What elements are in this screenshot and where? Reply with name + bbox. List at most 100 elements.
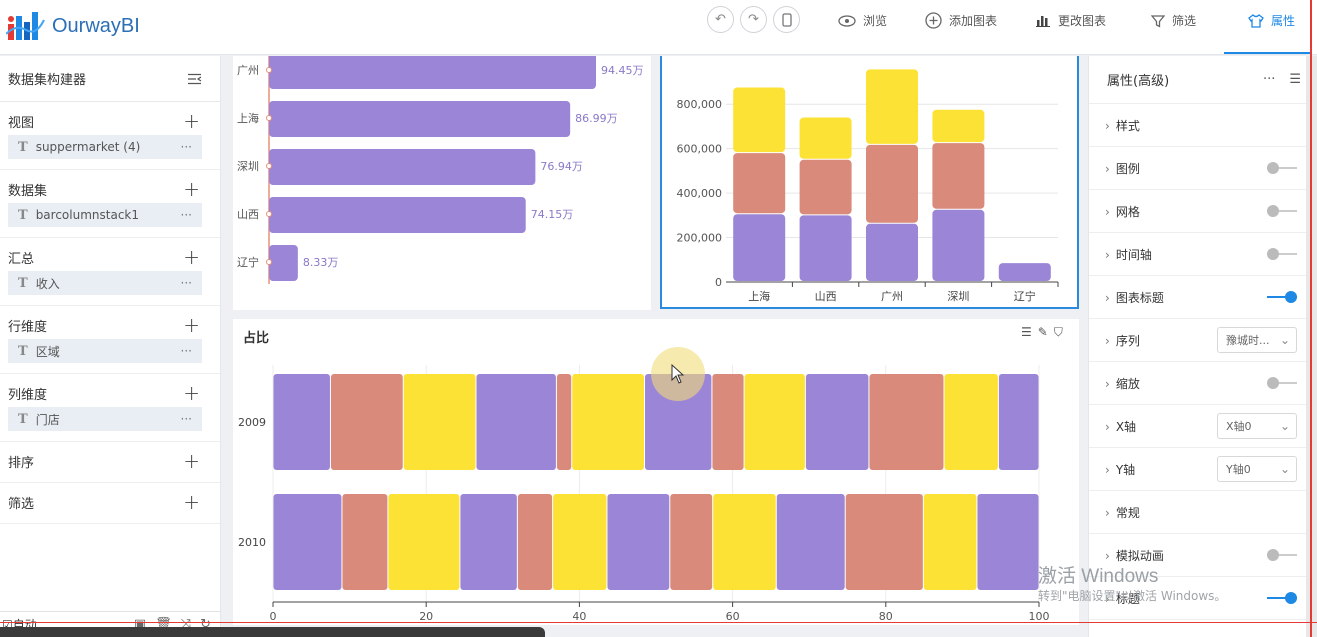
property-label: 常规 <box>1105 504 1140 521</box>
properties-tab[interactable]: 属性 <box>1248 12 1295 29</box>
percent-segment <box>713 494 776 590</box>
add-icon[interactable]: + <box>183 490 200 514</box>
filter-button[interactable]: 筛选 <box>1151 12 1196 29</box>
property-toggle[interactable] <box>1267 377 1297 389</box>
builder-section: 列维度 + T 门店 ··· <box>0 374 220 442</box>
y-tick-label: 200,000 <box>677 232 723 245</box>
bar-chart-card[interactable]: 广州 94.45万 上海 86.99万 深圳 76.94万 山西 74.15万 辽宁 8.33万 <box>233 53 651 310</box>
property-row[interactable]: 序列 豫城时... <box>1089 319 1307 362</box>
add-icon[interactable]: + <box>183 109 200 133</box>
property-toggle[interactable] <box>1267 162 1297 174</box>
section-header: 行维度 + <box>0 306 220 336</box>
property-row[interactable]: 模拟动画 <box>1089 534 1307 577</box>
undo-button[interactable]: ↶ <box>707 6 734 33</box>
property-toggle[interactable] <box>1267 205 1297 217</box>
add-chart-button[interactable]: 添加图表 <box>925 12 997 29</box>
filter-icon[interactable]: ⛉ <box>1053 325 1063 339</box>
app-logo[interactable]: OurwayBI <box>6 10 140 42</box>
more-icon[interactable]: ··· <box>1262 72 1276 87</box>
property-row[interactable]: 图表标题 <box>1089 276 1307 319</box>
property-select[interactable]: 豫城时... <box>1217 327 1297 353</box>
select-value: X轴0 <box>1226 420 1252 433</box>
section-label: 列维度 <box>8 387 48 403</box>
text-type-icon: T <box>18 343 28 359</box>
shuffle-icon[interactable]: ⤨ <box>180 617 192 632</box>
field-pill[interactable]: T 门店 ··· <box>8 407 202 431</box>
chevron-down-icon <box>1280 333 1290 347</box>
properties-header: 属性(高级) ··· ☰ <box>1089 56 1317 104</box>
stack-segment <box>932 209 985 281</box>
property-row[interactable]: Y轴 Y轴0 <box>1089 448 1307 491</box>
x-tick-label: 20 <box>419 610 433 623</box>
property-toggle[interactable] <box>1267 549 1297 561</box>
refresh-icon[interactable]: ↻ <box>200 617 211 632</box>
y-tick-label: 800,000 <box>677 98 723 111</box>
property-row[interactable]: X轴 X轴0 <box>1089 405 1307 448</box>
category-label: 辽宁 <box>237 255 259 269</box>
builder-section: 行维度 + T 区域 ··· <box>0 306 220 374</box>
property-row[interactable]: 缩放 <box>1089 362 1307 405</box>
field-pill[interactable]: T 收入 ··· <box>8 271 202 295</box>
more-icon[interactable]: ··· <box>180 412 192 426</box>
collapse-icon[interactable]: ☰ <box>1289 72 1301 87</box>
change-chart-button[interactable]: 更改图表 <box>1036 12 1106 29</box>
x-tick-label: 深圳 <box>947 290 969 303</box>
builder-section: 汇总 + T 收入 ··· <box>0 238 220 306</box>
percent-segment <box>744 374 805 470</box>
property-label: 图例 <box>1105 160 1140 177</box>
more-icon[interactable]: ··· <box>180 208 192 222</box>
property-select[interactable]: Y轴0 <box>1217 456 1297 482</box>
stacked-column-card[interactable]: 800,000 600,000 400,000 200,000 0 上海 山西 广州 深圳 辽宁 <box>660 56 1079 309</box>
y-tick-label: 600,000 <box>677 143 723 156</box>
section-label: 筛选 <box>8 496 35 512</box>
property-toggle[interactable] <box>1267 291 1297 303</box>
property-toggle[interactable] <box>1267 592 1297 604</box>
more-icon[interactable]: ··· <box>180 276 192 290</box>
field-name: barcolumnstack1 <box>35 208 139 222</box>
property-row[interactable]: 网格 <box>1089 190 1307 233</box>
edit-icon[interactable]: ✎ <box>1037 325 1048 339</box>
percent-segment <box>342 494 388 590</box>
add-icon[interactable]: + <box>183 177 200 201</box>
property-row[interactable]: 常规 <box>1089 491 1307 534</box>
ourwaybi-logo-icon <box>6 12 45 40</box>
property-row[interactable]: 时间轴 <box>1089 233 1307 276</box>
percent-segment <box>388 494 460 590</box>
field-pill[interactable]: T 区域 ··· <box>8 339 202 363</box>
stack-segment <box>799 215 852 281</box>
percent-segment <box>805 374 869 470</box>
bar <box>269 245 298 281</box>
property-row[interactable]: 标题 <box>1089 577 1307 620</box>
more-icon[interactable]: ··· <box>180 344 192 358</box>
redo-button[interactable]: ↷ <box>740 6 767 33</box>
percent-segment <box>776 494 845 590</box>
property-row[interactable]: 图例 <box>1089 147 1307 190</box>
red-border-right <box>1310 0 1312 637</box>
property-row[interactable]: 样式 <box>1089 104 1307 147</box>
more-icon[interactable]: ··· <box>180 140 192 154</box>
add-icon[interactable]: + <box>183 449 200 473</box>
add-icon[interactable]: + <box>183 313 200 337</box>
property-select[interactable]: X轴0 <box>1217 413 1297 439</box>
add-icon[interactable]: + <box>183 245 200 269</box>
collapse-panel-icon[interactable] <box>188 73 202 85</box>
mobile-view-button[interactable] <box>773 6 800 33</box>
add-icon[interactable]: + <box>183 381 200 405</box>
property-label: 序列 <box>1105 332 1140 349</box>
bar <box>269 149 536 185</box>
section-label: 排序 <box>8 455 35 471</box>
preview-button[interactable]: 浏览 <box>838 12 887 29</box>
percent-segment <box>645 374 712 470</box>
panel-header: 数据集构建器 <box>0 56 220 102</box>
axis-tick <box>266 259 272 265</box>
property-toggle[interactable] <box>1267 248 1297 260</box>
property-label: 时间轴 <box>1105 246 1152 263</box>
bar <box>269 101 571 137</box>
menu-icon[interactable]: ☰ <box>1021 325 1032 339</box>
field-name: 门店 <box>35 412 60 427</box>
